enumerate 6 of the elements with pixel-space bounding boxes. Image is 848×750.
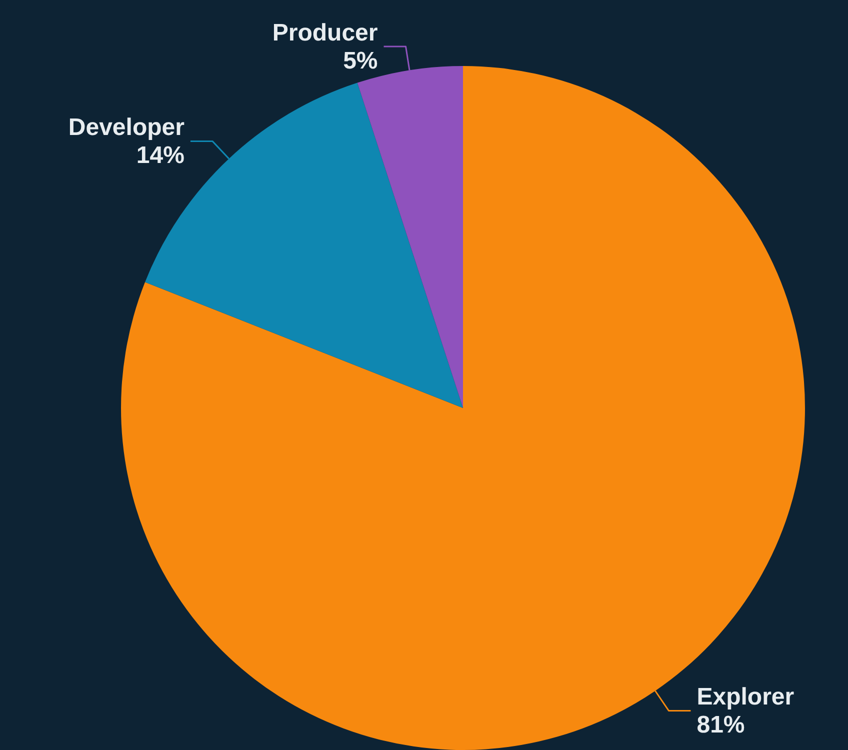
slice-label: Explorer — [696, 684, 794, 711]
slice-label: Developer — [68, 114, 184, 142]
data-label: 81% — [696, 712, 745, 739]
data-label: 14% — [136, 142, 184, 170]
slice-label: Producer — [272, 20, 378, 47]
data-label: 5% — [343, 48, 378, 75]
